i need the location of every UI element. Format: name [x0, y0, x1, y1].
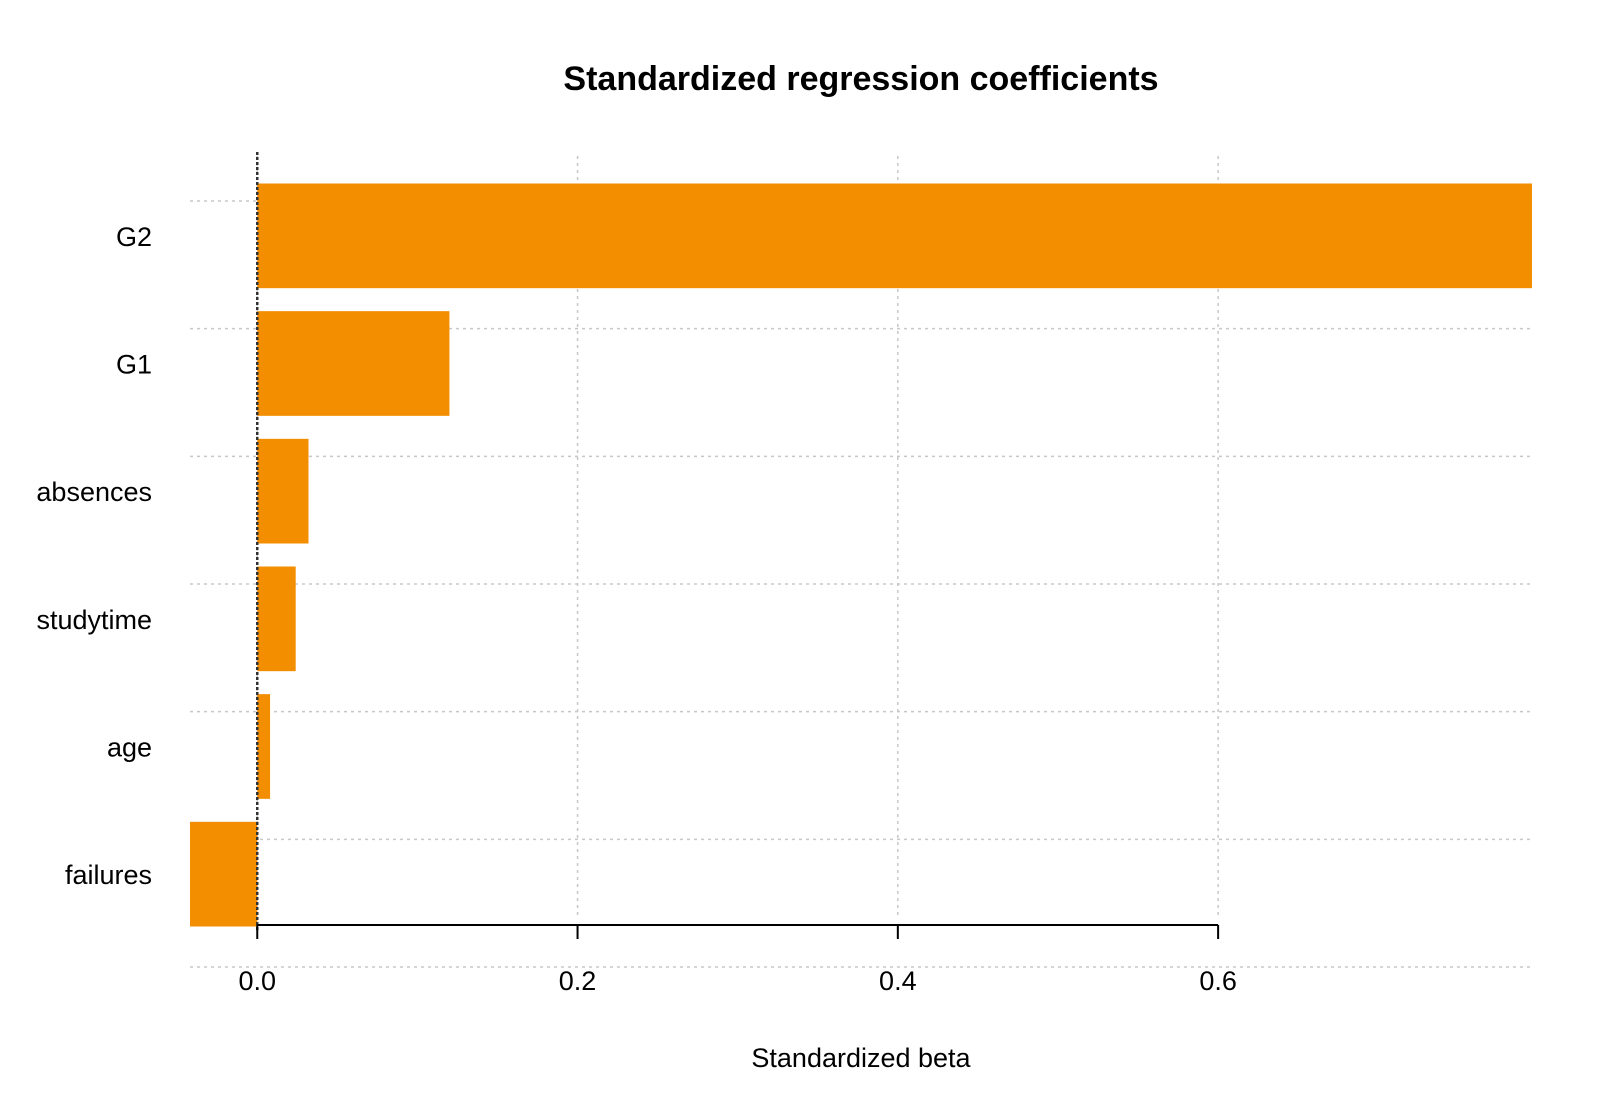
category-label-absences: absences	[36, 477, 152, 507]
category-label-age: age	[107, 733, 152, 763]
bar-failures	[190, 821, 258, 927]
bar-absences	[257, 438, 309, 544]
bar-G2	[257, 183, 1532, 289]
category-label-G2: G2	[116, 222, 152, 252]
x-axis: 0.0 0.2 0.4 0.6	[238, 924, 1237, 996]
category-label-G1: G1	[116, 350, 152, 380]
bar-age	[257, 694, 271, 799]
x-tick-label-3: 0.6	[1199, 966, 1237, 996]
bar-studytime	[257, 566, 296, 672]
chart-title: Standardized regression coefficients	[563, 60, 1158, 98]
x-tick-label-2: 0.4	[879, 966, 917, 996]
x-tick-label-0: 0.0	[238, 966, 276, 996]
x-tick-label-1: 0.2	[559, 966, 597, 996]
bar-layer	[190, 152, 1532, 930]
category-label-studytime: studytime	[36, 605, 152, 635]
bar-G1	[257, 311, 450, 416]
category-labels: G2 G1 absences studytime age failures	[36, 222, 152, 890]
category-label-failures: failures	[65, 860, 152, 890]
x-axis-label: Standardized beta	[751, 1043, 971, 1073]
